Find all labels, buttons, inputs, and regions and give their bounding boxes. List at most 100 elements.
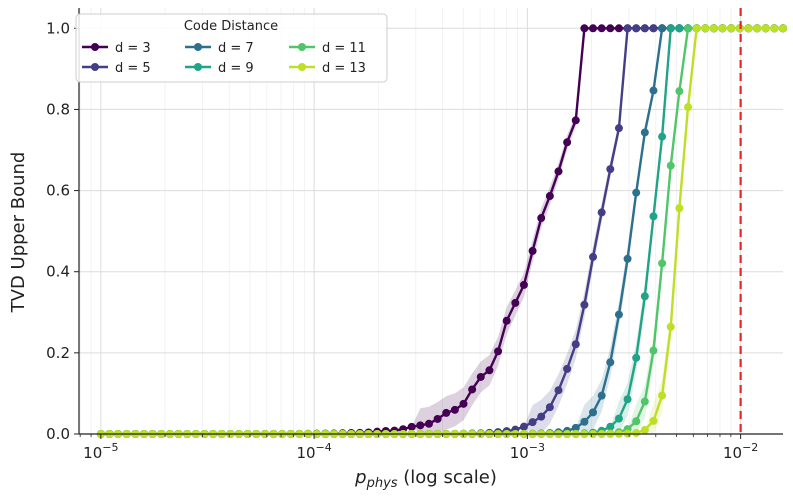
data-point bbox=[718, 24, 727, 33]
data-point bbox=[597, 391, 606, 400]
data-point bbox=[606, 24, 615, 33]
data-point bbox=[649, 212, 658, 221]
x-axis-title: pphys (log scale) bbox=[354, 467, 497, 491]
series-d5 bbox=[96, 24, 787, 438]
legend-item: d = 3 bbox=[82, 41, 151, 56]
data-point bbox=[563, 364, 572, 373]
data-point bbox=[580, 24, 589, 33]
legend: Code Distance d = 3 d = 5 d = 7 d = 9 d = 11… bbox=[75, 13, 388, 83]
data-point bbox=[459, 399, 468, 408]
legend-swatch-marker bbox=[194, 43, 202, 51]
data-point bbox=[519, 422, 528, 431]
legend-label: d = 13 bbox=[322, 61, 366, 76]
data-point bbox=[649, 416, 658, 425]
data-point bbox=[580, 300, 589, 309]
series-d13 bbox=[96, 24, 787, 438]
data-point bbox=[494, 347, 503, 356]
data-point bbox=[519, 280, 528, 289]
series-layer bbox=[96, 24, 787, 438]
data-point bbox=[442, 408, 451, 417]
series-d7 bbox=[96, 24, 787, 438]
data-point bbox=[744, 24, 753, 33]
data-point bbox=[623, 24, 632, 33]
x-tick-label: 10−4 bbox=[296, 441, 331, 462]
data-point bbox=[511, 298, 520, 307]
y-tick-label: 0.6 bbox=[46, 182, 70, 200]
data-point bbox=[563, 138, 572, 147]
legend-frame bbox=[75, 13, 388, 83]
data-point bbox=[761, 24, 770, 33]
data-point bbox=[606, 358, 615, 367]
data-point bbox=[545, 403, 554, 412]
data-point bbox=[666, 161, 675, 170]
data-point bbox=[684, 24, 693, 33]
data-point bbox=[407, 422, 416, 431]
data-point bbox=[692, 24, 701, 33]
data-point bbox=[571, 423, 580, 432]
legend-label: d = 11 bbox=[322, 41, 366, 56]
series-d9 bbox=[96, 24, 787, 438]
data-point bbox=[537, 412, 546, 421]
data-point bbox=[675, 24, 684, 33]
y-ticks: 0.0 0.2 0.4 0.6 0.8 1.0 bbox=[46, 19, 79, 443]
data-point bbox=[502, 316, 511, 325]
data-point bbox=[675, 87, 684, 96]
series-d3 bbox=[96, 24, 787, 438]
legend-swatch-marker bbox=[91, 43, 99, 51]
data-point bbox=[779, 24, 787, 33]
data-point bbox=[701, 24, 710, 33]
data-point bbox=[632, 188, 641, 197]
data-point bbox=[658, 132, 667, 141]
data-point bbox=[666, 322, 675, 331]
data-point bbox=[649, 346, 658, 355]
data-point bbox=[614, 414, 623, 423]
legend-label: d = 3 bbox=[115, 41, 151, 56]
data-point bbox=[640, 426, 649, 435]
data-point bbox=[416, 421, 425, 430]
legend-swatch-marker bbox=[298, 43, 306, 51]
data-point bbox=[727, 24, 736, 33]
y-axis-title: TVD Upper Bound bbox=[8, 152, 29, 314]
data-point bbox=[753, 24, 762, 33]
legend-title: Code Distance bbox=[184, 19, 278, 34]
legend-item: d = 11 bbox=[289, 41, 366, 56]
data-point bbox=[485, 366, 494, 375]
data-point bbox=[614, 124, 623, 133]
data-point bbox=[589, 252, 598, 261]
y-tick-label: 0.4 bbox=[46, 263, 70, 281]
data-point bbox=[433, 414, 442, 423]
x-tick-label: 10−5 bbox=[83, 441, 118, 462]
data-point bbox=[632, 417, 641, 426]
data-point bbox=[554, 386, 563, 395]
legend-swatch-marker bbox=[91, 63, 99, 71]
data-point bbox=[640, 397, 649, 406]
data-point bbox=[684, 103, 693, 112]
legend-item: d = 7 bbox=[185, 41, 254, 56]
legend-entries: d = 3 d = 5 d = 7 d = 9 d = 11 d = 13 bbox=[82, 41, 366, 76]
data-point bbox=[589, 24, 598, 33]
x-tick-label: 10−2 bbox=[723, 441, 758, 462]
data-point bbox=[649, 24, 658, 33]
data-point bbox=[640, 292, 649, 301]
data-point bbox=[571, 116, 580, 125]
legend-label: d = 5 bbox=[115, 61, 151, 76]
data-point bbox=[640, 24, 649, 33]
data-point bbox=[770, 24, 779, 33]
data-point bbox=[424, 419, 433, 428]
legend-swatch-marker bbox=[298, 63, 306, 71]
data-point bbox=[709, 24, 718, 33]
data-point bbox=[450, 405, 459, 414]
legend-label: d = 9 bbox=[218, 61, 254, 76]
data-point bbox=[640, 128, 649, 137]
legend-item: d = 9 bbox=[185, 61, 254, 76]
data-point bbox=[597, 208, 606, 217]
data-point bbox=[528, 246, 537, 255]
legend-label: d = 7 bbox=[218, 41, 254, 56]
y-tick-label: 0.2 bbox=[46, 344, 70, 362]
y-tick-label: 0.0 bbox=[46, 425, 70, 443]
data-point bbox=[468, 385, 477, 394]
data-point bbox=[571, 340, 580, 349]
data-point bbox=[606, 422, 615, 431]
data-point bbox=[589, 408, 598, 417]
